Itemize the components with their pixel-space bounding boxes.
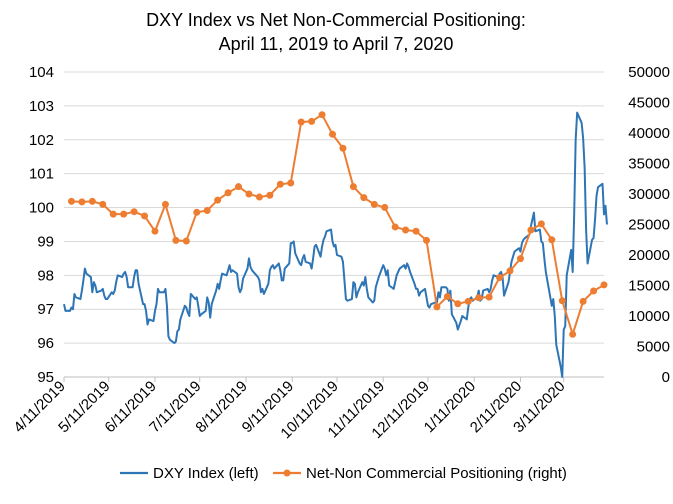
chart-title-line-1: DXY Index vs Net Non-Commercial Position…	[146, 10, 526, 30]
data-point	[496, 274, 504, 282]
data-point	[349, 183, 357, 191]
data-point	[109, 210, 117, 218]
data-point	[579, 297, 587, 305]
x-axis-ticks: 4/11/20195/11/20196/11/20197/11/20198/11…	[10, 377, 569, 442]
right-axis-tick-label: 40000	[628, 125, 670, 142]
data-point	[255, 193, 263, 201]
right-axis-tick-label: 35000	[628, 156, 670, 173]
data-point	[151, 227, 159, 235]
data-point	[245, 190, 253, 198]
right-axis-tick-label: 20000	[628, 247, 670, 264]
data-point	[224, 189, 232, 197]
data-point	[391, 223, 399, 231]
data-point	[485, 293, 493, 301]
data-point	[443, 292, 451, 300]
data-point	[193, 208, 201, 216]
data-point	[99, 200, 107, 208]
left-axis-tick-label: 100	[29, 200, 54, 217]
right-axis-tick-label: 30000	[628, 186, 670, 203]
data-point	[412, 227, 420, 235]
data-point	[339, 144, 347, 152]
data-point	[161, 200, 169, 208]
legend-label-dxy: DXY Index (left)	[153, 465, 259, 482]
data-point	[569, 330, 577, 338]
right-axis-tick-label: 5000	[637, 339, 670, 356]
data-point	[433, 303, 441, 311]
data-point	[475, 294, 483, 302]
data-point	[548, 236, 556, 244]
data-point	[329, 130, 337, 138]
data-point	[402, 226, 410, 234]
left-axis-tick-label: 97	[37, 301, 54, 318]
data-point	[527, 226, 535, 234]
left-axis-tick-label: 101	[29, 166, 54, 183]
series-line-dxy	[63, 111, 608, 378]
left-axis-ticks: 95 96 97 98 99 100 101 102 103 104	[29, 64, 54, 386]
right-axis-tick-label: 10000	[628, 308, 670, 325]
left-axis-tick-label: 104	[29, 64, 54, 81]
data-point	[360, 194, 368, 202]
legend: DXY Index (left) Net-Non Commercial Posi…	[120, 465, 567, 482]
data-point	[266, 191, 274, 199]
data-point	[130, 208, 138, 216]
data-point	[67, 197, 75, 205]
data-point	[120, 210, 128, 218]
gridlines	[64, 71, 604, 344]
right-axis-tick-label: 15000	[628, 278, 670, 295]
left-axis-tick-label: 103	[29, 98, 54, 115]
data-point	[276, 180, 284, 188]
left-axis-tick-label: 99	[37, 233, 54, 250]
left-axis-tick-label: 95	[37, 369, 54, 386]
data-point	[141, 212, 149, 220]
right-axis-ticks: 0 5000 10000 15000 20000 25000 30000 35000 40000…	[628, 64, 670, 386]
data-point	[381, 203, 389, 211]
data-point	[454, 300, 462, 308]
left-axis-tick-label: 98	[37, 267, 54, 284]
right-axis-tick-label: 25000	[628, 217, 670, 234]
data-point	[370, 200, 378, 208]
data-point	[537, 220, 545, 228]
data-point	[78, 198, 86, 206]
left-axis-tick-label: 102	[29, 132, 54, 149]
data-point	[318, 111, 326, 119]
right-axis-tick-label: 45000	[628, 95, 670, 112]
data-point	[88, 197, 96, 205]
data-point	[506, 267, 514, 275]
chart-title-line-2: April 11, 2019 to April 7, 2020	[219, 34, 454, 54]
data-point	[464, 297, 472, 305]
data-point	[182, 237, 190, 245]
data-point	[600, 281, 608, 289]
series-lines	[63, 111, 608, 378]
data-point	[590, 287, 598, 295]
data-point	[422, 236, 430, 244]
data-point	[308, 117, 316, 125]
data-point	[516, 255, 524, 263]
data-point	[297, 118, 305, 126]
chart-title: DXY Index vs Net Non-Commercial Position…	[146, 10, 526, 54]
legend-marker-positioning	[283, 469, 291, 477]
legend-label-positioning: Net-Non Commercial Positioning (right)	[306, 465, 567, 482]
right-axis-tick-label: 0	[662, 369, 670, 386]
left-axis-tick-label: 96	[37, 335, 54, 352]
data-point	[203, 206, 211, 214]
data-point	[287, 179, 295, 187]
data-point	[172, 236, 180, 244]
series-line-positioning	[71, 113, 605, 336]
data-point	[214, 196, 222, 204]
data-point	[558, 297, 566, 305]
data-point	[235, 183, 243, 191]
right-axis-tick-label: 50000	[628, 64, 670, 81]
